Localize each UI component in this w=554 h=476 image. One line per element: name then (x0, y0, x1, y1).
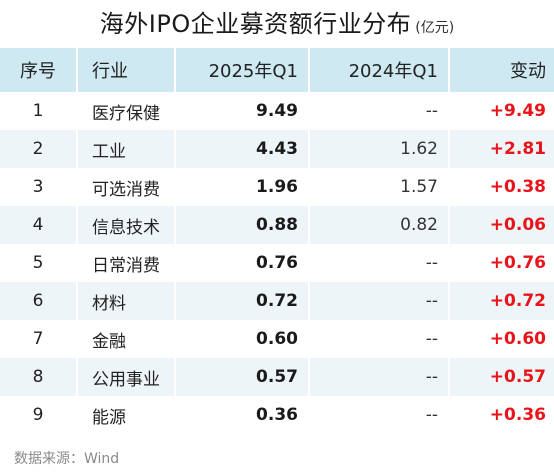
header-change: 变动 (450, 48, 554, 92)
header-2025q1: 2025年Q1 (176, 48, 310, 92)
cell-2025q1: 0.76 (176, 244, 310, 282)
table-row: 8 公用事业 0.57 -- +0.57 (0, 358, 554, 396)
cell-index: 8 (0, 358, 78, 396)
cell-2025q1: 0.72 (176, 282, 310, 320)
cell-2025q1: 0.57 (176, 358, 310, 396)
cell-2024q1: -- (310, 396, 450, 434)
cell-industry: 可选消费 (78, 168, 176, 206)
cell-2025q1: 0.36 (176, 396, 310, 434)
title-main: 海外IPO企业募资额行业分布 (99, 10, 412, 38)
cell-change: +0.57 (450, 358, 554, 396)
table-row: 7 金融 0.60 -- +0.60 (0, 320, 554, 358)
table-row: 4 信息技术 0.88 0.82 +0.06 (0, 206, 554, 244)
cell-2024q1: -- (310, 358, 450, 396)
cell-2024q1: 1.62 (310, 130, 450, 168)
cell-2024q1: -- (310, 320, 450, 358)
cell-2024q1: -- (310, 92, 450, 130)
cell-2025q1: 1.96 (176, 168, 310, 206)
cell-change: +0.38 (450, 168, 554, 206)
data-source-note: 数据来源：Wind (14, 451, 120, 467)
cell-index: 1 (0, 92, 78, 130)
cell-index: 6 (0, 282, 78, 320)
table-row: 3 可选消费 1.96 1.57 +0.38 (0, 168, 554, 206)
table-row: 2 工业 4.43 1.62 +2.81 (0, 130, 554, 168)
table-title: 海外IPO企业募资额行业分布 (亿元) (0, 4, 554, 44)
header-industry: 行业 (78, 48, 176, 92)
table-row: 5 日常消费 0.76 -- +0.76 (0, 244, 554, 282)
cell-index: 4 (0, 206, 78, 244)
header-row: 序号 行业 2025年Q1 2024年Q1 变动 (0, 48, 554, 92)
cell-change: +0.60 (450, 320, 554, 358)
title-unit: (亿元) (415, 20, 455, 36)
table-row: 9 能源 0.36 -- +0.36 (0, 396, 554, 434)
cell-industry: 工业 (78, 130, 176, 168)
cell-industry: 金融 (78, 320, 176, 358)
cell-index: 2 (0, 130, 78, 168)
cell-2025q1: 4.43 (176, 130, 310, 168)
header-2024q1: 2024年Q1 (310, 48, 450, 92)
cell-2025q1: 0.88 (176, 206, 310, 244)
cell-index: 7 (0, 320, 78, 358)
cell-change: +9.49 (450, 92, 554, 130)
cell-change: +0.76 (450, 244, 554, 282)
cell-2024q1: 1.57 (310, 168, 450, 206)
cell-industry: 公用事业 (78, 358, 176, 396)
cell-2025q1: 0.60 (176, 320, 310, 358)
cell-industry: 医疗保健 (78, 92, 176, 130)
table-body: 1 医疗保健 9.49 -- +9.49 2 工业 4.43 1.62 +2.8… (0, 92, 554, 434)
cell-industry: 能源 (78, 396, 176, 434)
industry-table: 序号 行业 2025年Q1 2024年Q1 变动 1 医疗保健 9.49 -- … (0, 48, 554, 434)
cell-industry: 材料 (78, 282, 176, 320)
cell-industry: 日常消费 (78, 244, 176, 282)
table-row: 6 材料 0.72 -- +0.72 (0, 282, 554, 320)
cell-index: 9 (0, 396, 78, 434)
cell-2024q1: 0.82 (310, 206, 450, 244)
cell-index: 3 (0, 168, 78, 206)
cell-2024q1: -- (310, 244, 450, 282)
cell-2025q1: 9.49 (176, 92, 310, 130)
cell-industry: 信息技术 (78, 206, 176, 244)
cell-change: +0.06 (450, 206, 554, 244)
cell-change: +0.72 (450, 282, 554, 320)
cell-index: 5 (0, 244, 78, 282)
cell-change: +2.81 (450, 130, 554, 168)
table-row: 1 医疗保健 9.49 -- +9.49 (0, 92, 554, 130)
cell-2024q1: -- (310, 282, 450, 320)
table-header: 序号 行业 2025年Q1 2024年Q1 变动 (0, 48, 554, 92)
cell-change: +0.36 (450, 396, 554, 434)
header-index: 序号 (0, 48, 78, 92)
